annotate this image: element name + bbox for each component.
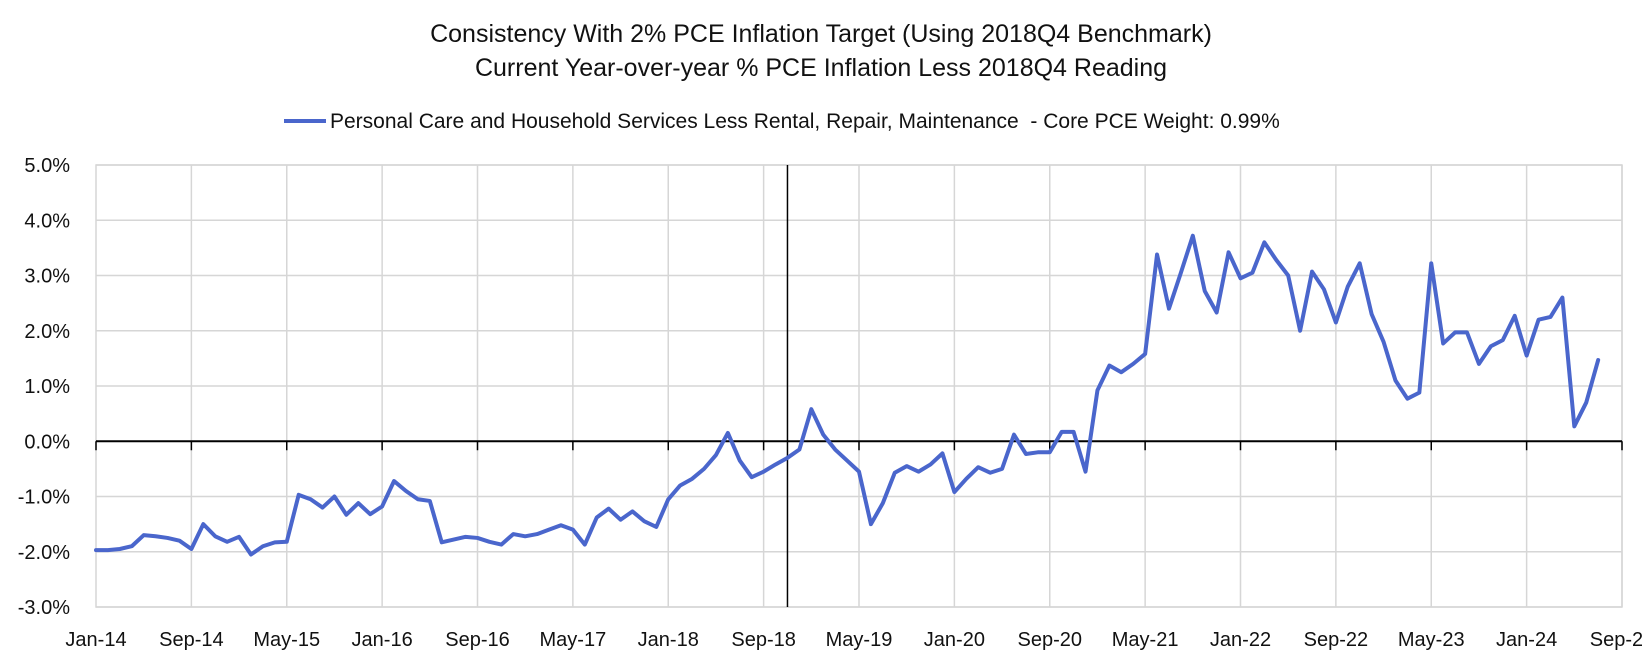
x-tick-label: Sep-18 [731,629,796,651]
plot-border [95,164,1623,608]
grid [95,164,1623,608]
x-tick-label: May-23 [1398,629,1465,651]
series-line [94,233,1601,557]
y-axis-ticks: 5.0% 4.0% 3.0% 2.0% 1.0% 0.0% -1.0% -2.0% -3.0% [18,155,70,619]
x-tick-label: Sep-22 [1304,629,1369,651]
series-layer [94,233,1601,557]
x-tick-label: Jan-24 [1496,629,1557,651]
x-tick-label: Jan-18 [638,629,699,651]
x-tick-label: Sep-16 [445,629,510,651]
y-tick-label: -1.0% [18,487,70,509]
x-tick-label: May-15 [253,629,320,651]
legend: Personal Care and Household Services Les… [284,110,1280,133]
chart-subtitle: Current Year-over-year % PCE Inflation L… [475,54,1167,82]
x-tick-label: Jan-20 [924,629,985,651]
y-tick-label: 4.0% [24,210,70,232]
x-tick-label: Jan-14 [65,629,126,651]
y-tick-label: 3.0% [24,266,70,288]
y-tick-label: 2.0% [24,321,70,343]
x-tick-label: Sep-24 [1590,629,1642,651]
y-tick-label: -2.0% [18,542,70,564]
y-tick-label: 0.0% [24,431,70,453]
y-tick-label: 5.0% [24,155,70,177]
x-axis-ticks: Jan-14 Sep-14 May-15 Jan-16 Sep-16 May-17 Jan-… [65,629,1642,651]
x-tick-label: Jan-16 [352,629,413,651]
x-tick-label: May-21 [1112,629,1179,651]
x-tick-label: Jan-22 [1210,629,1271,651]
x-tick-label: Sep-14 [159,629,224,651]
axes [95,165,1623,607]
x-tick-label: May-19 [826,629,893,651]
x-tick-label: May-17 [540,629,607,651]
x-tick-label: Sep-20 [1018,629,1083,651]
y-tick-label: 1.0% [24,376,70,398]
legend-label: Personal Care and Household Services Les… [330,110,1280,133]
chart-title: Consistency With 2% PCE Inflation Target… [430,20,1212,48]
y-tick-label: -3.0% [18,597,70,619]
